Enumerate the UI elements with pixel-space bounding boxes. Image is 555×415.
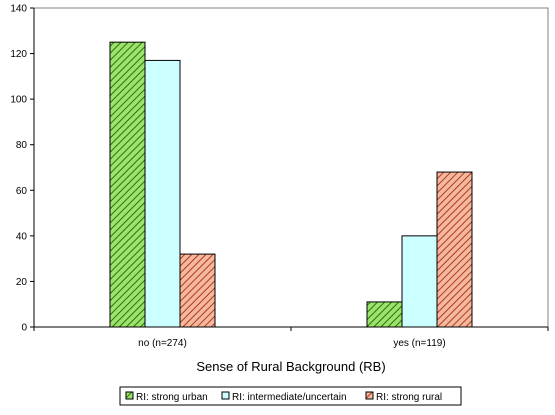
x-category-label: no (n=274) xyxy=(138,338,187,349)
x-axis: no (n=274) yes (n=119) xyxy=(33,326,549,349)
legend-label: RI: intermediate/uncertain xyxy=(232,392,347,403)
legend-swatch xyxy=(125,391,134,400)
legend: RI: strong urban RI: intermediate/uncerta… xyxy=(119,386,462,406)
y-axis: 0 20 40 60 80 100 120 140 xyxy=(10,4,35,334)
legend-swatch xyxy=(365,391,374,400)
bar xyxy=(366,301,403,328)
bar xyxy=(144,59,181,328)
bar xyxy=(401,235,438,328)
legend-swatch xyxy=(221,391,230,400)
legend-label: RI: strong rural xyxy=(376,392,442,403)
legend-label: RI: strong urban xyxy=(136,392,208,403)
y-tick-label: 40 xyxy=(16,231,28,242)
y-tick-label: 60 xyxy=(16,186,28,197)
y-tick-label: 0 xyxy=(21,323,27,334)
bar xyxy=(179,253,216,328)
x-category-label: yes (n=119) xyxy=(393,338,445,349)
y-tick-label: 140 xyxy=(10,4,27,15)
bars xyxy=(109,41,473,328)
y-tick-label: 80 xyxy=(16,140,28,151)
legend-box xyxy=(119,386,462,406)
x-axis-title: Sense of Rural Background (RB) xyxy=(196,359,385,374)
y-tick-label: 100 xyxy=(10,95,27,106)
bar xyxy=(436,171,473,328)
y-tick-label: 120 xyxy=(10,49,27,60)
bar xyxy=(109,41,146,328)
y-tick-label: 20 xyxy=(16,277,28,288)
